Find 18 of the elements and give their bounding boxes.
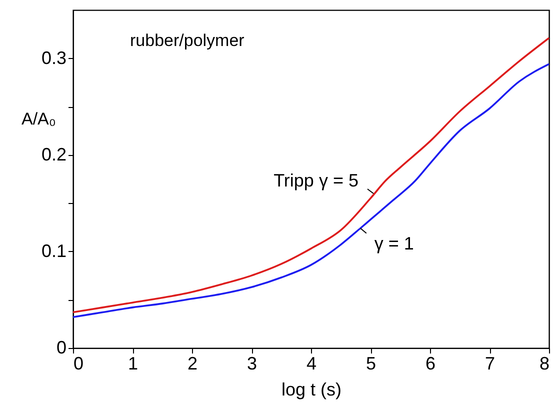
x-tick-label: 7	[484, 354, 496, 374]
x-tick-label: 2	[187, 354, 198, 374]
x-axis-title: log t (s)	[281, 380, 342, 400]
y-axis-title: A/A₀	[22, 110, 56, 128]
annotation: rubber/polymer	[130, 31, 245, 50]
x-tick-label: 1	[128, 354, 138, 374]
y-tick-label: 0.3	[41, 48, 66, 68]
x-tick-label: 8	[539, 354, 550, 374]
x-tick-label: 4	[306, 354, 317, 374]
y-tick-label: 0	[56, 338, 66, 358]
y-tick-label: 0.1	[41, 240, 66, 261]
x-tick-label: 3	[246, 354, 258, 374]
x-tick-label: 0	[74, 354, 84, 374]
x-tick-label: 6	[425, 354, 436, 374]
y-tick-label: 0.2	[41, 144, 66, 164]
annotation: Tripp γ = 5	[274, 170, 358, 190]
x-tick-label: 5	[366, 354, 376, 374]
annotation: γ = 1	[374, 233, 414, 254]
